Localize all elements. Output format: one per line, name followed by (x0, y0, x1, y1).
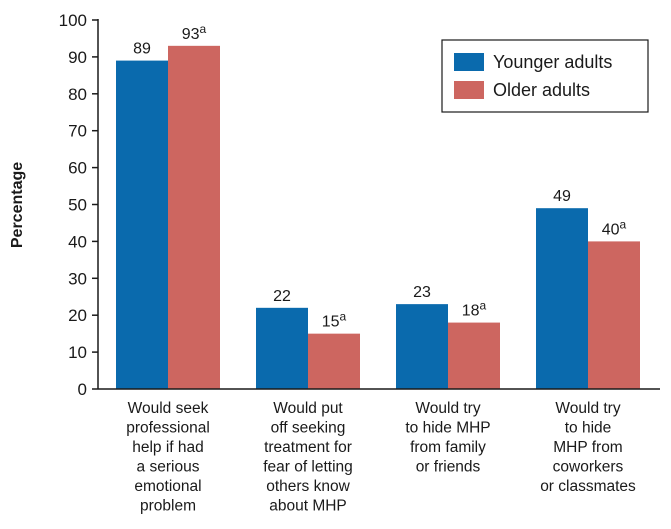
category-label: Would seek professional help if had a serio… (126, 400, 210, 515)
y-tick-label: 40 (68, 232, 87, 251)
bar (308, 333, 360, 389)
bar (116, 60, 168, 390)
y-tick-label: 90 (68, 48, 87, 67)
y-tick-label: 30 (68, 269, 87, 288)
y-tick-label: 100 (59, 11, 87, 30)
y-tick-label: 80 (68, 85, 87, 104)
data-label: 18a (462, 299, 487, 320)
y-tick-label: 60 (68, 159, 87, 178)
legend-box (441, 39, 649, 113)
data-label: 22 (273, 288, 291, 305)
legend: Younger adults Older adults (441, 39, 649, 113)
bars (116, 45, 640, 390)
bar (588, 241, 640, 389)
legend-label: Older adults (493, 80, 590, 100)
bar (256, 307, 308, 389)
data-label: 15a (322, 310, 347, 331)
data-label: 49 (553, 188, 571, 205)
superscript-label: a (620, 217, 627, 231)
superscript-label: a (200, 22, 207, 36)
bar (396, 304, 448, 389)
category-label: Would try to hide MHP from family or friend… (405, 400, 490, 476)
data-label: 93a (182, 22, 207, 43)
data-label: 40a (602, 217, 627, 238)
superscript-label: a (340, 310, 347, 324)
bar (536, 208, 588, 389)
legend-swatch (454, 81, 484, 99)
y-tick-label: 50 (68, 196, 87, 215)
y-tick-label: 70 (68, 122, 87, 141)
superscript-label: a (480, 299, 487, 313)
data-labels: 89 22 23 49 93a 15a 18a 40a (133, 22, 626, 331)
data-label: 23 (413, 284, 431, 301)
data-label: 89 (133, 41, 151, 58)
legend-swatch (454, 53, 484, 71)
y-axis-ticks: 0 10 20 30 40 50 60 70 80 90 100 (59, 11, 98, 399)
y-tick-label: 0 (78, 380, 87, 399)
bar (448, 322, 500, 389)
category-label: Would try to hide MHP from coworkers or clas… (540, 400, 636, 495)
legend-label: Younger adults (493, 52, 612, 72)
y-tick-label: 10 (68, 343, 87, 362)
bar (168, 45, 220, 390)
category-labels: Would seek professional help if had a serio… (126, 400, 636, 515)
y-tick-label: 20 (68, 306, 87, 325)
y-axis-title: Percentage (9, 162, 26, 248)
category-label: Would put off seeking treatment for fear of… (263, 400, 353, 515)
